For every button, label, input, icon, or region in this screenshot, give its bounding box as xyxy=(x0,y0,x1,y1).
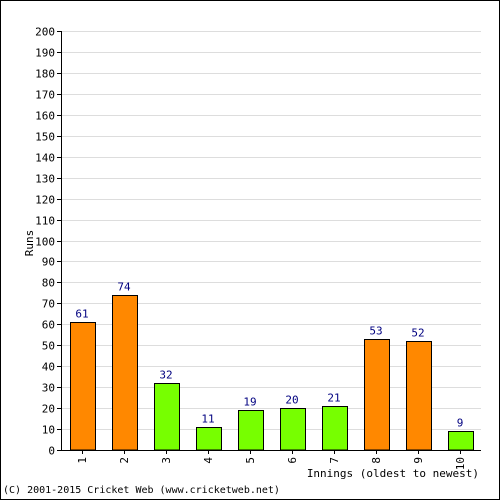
bar-value-label: 9 xyxy=(457,417,464,430)
x-tick-label: 5 xyxy=(244,457,257,464)
y-tick-label: 200 xyxy=(35,26,55,39)
copyright-footer: (C) 2001-2015 Cricket Web (www.cricketwe… xyxy=(3,485,280,496)
x-tick-label: 3 xyxy=(160,457,173,464)
bar xyxy=(238,410,264,451)
y-tick-label: 100 xyxy=(35,236,55,249)
y-tick-label: 120 xyxy=(35,194,55,207)
bar xyxy=(70,322,96,451)
x-tick-label: 6 xyxy=(286,457,299,464)
bar-value-label: 61 xyxy=(75,308,88,321)
y-tick-label: 20 xyxy=(42,403,55,416)
bar xyxy=(154,383,180,451)
x-tick-label: 4 xyxy=(202,457,215,464)
bar-value-label: 20 xyxy=(285,394,298,407)
x-tick-label: 1 xyxy=(76,457,89,464)
value-labels: 61 74 32 11 19 20 21 53 52 9 xyxy=(75,281,463,430)
x-tick-label: 9 xyxy=(412,457,425,464)
y-axis-ticks: 0 10 20 30 40 50 60 70 80 90 100 110 120 130 140 150 160… xyxy=(35,26,61,458)
x-axis-label: Innings (oldest to newest) xyxy=(307,467,479,480)
y-tick-label: 50 xyxy=(42,340,55,353)
bar xyxy=(196,427,222,451)
bar-value-label: 11 xyxy=(201,413,214,426)
y-tick-label: 10 xyxy=(42,424,55,437)
y-tick-label: 140 xyxy=(35,152,55,165)
y-tick-label: 30 xyxy=(42,382,55,395)
y-tick-label: 70 xyxy=(42,298,55,311)
bar-value-label: 53 xyxy=(369,325,382,338)
bar-value-label: 21 xyxy=(327,392,340,405)
x-tick-label: 10 xyxy=(454,457,467,470)
x-tick-label: 7 xyxy=(328,457,341,464)
bar-value-label: 74 xyxy=(117,281,131,294)
y-tick-label: 190 xyxy=(35,47,55,60)
axes xyxy=(61,31,481,451)
x-tick-label: 8 xyxy=(370,457,383,464)
bar-value-label: 32 xyxy=(159,369,172,382)
x-tick-label: 2 xyxy=(118,457,131,464)
bar-value-label: 19 xyxy=(243,396,256,409)
y-tick-label: 180 xyxy=(35,68,55,81)
y-tick-label: 170 xyxy=(35,89,55,102)
y-tick-label: 40 xyxy=(42,361,55,374)
bar xyxy=(112,295,138,451)
y-tick-label: 60 xyxy=(42,319,55,332)
y-axis-label: Runs xyxy=(23,230,36,257)
y-tick-label: 160 xyxy=(35,110,55,123)
x-axis-ticks: 1 2 3 4 5 6 7 8 9 10 xyxy=(76,450,467,470)
bar xyxy=(322,406,348,451)
y-tick-label: 110 xyxy=(35,215,55,228)
y-tick-label: 130 xyxy=(35,173,55,186)
bar xyxy=(280,408,306,451)
bar xyxy=(406,341,432,451)
y-tick-label: 0 xyxy=(48,445,55,458)
bar xyxy=(448,431,474,451)
y-tick-label: 150 xyxy=(35,131,55,144)
bar-value-label: 52 xyxy=(411,327,424,340)
bars xyxy=(70,295,474,451)
bar xyxy=(364,339,390,451)
y-tick-label: 90 xyxy=(42,256,55,269)
y-tick-label: 80 xyxy=(42,277,55,290)
